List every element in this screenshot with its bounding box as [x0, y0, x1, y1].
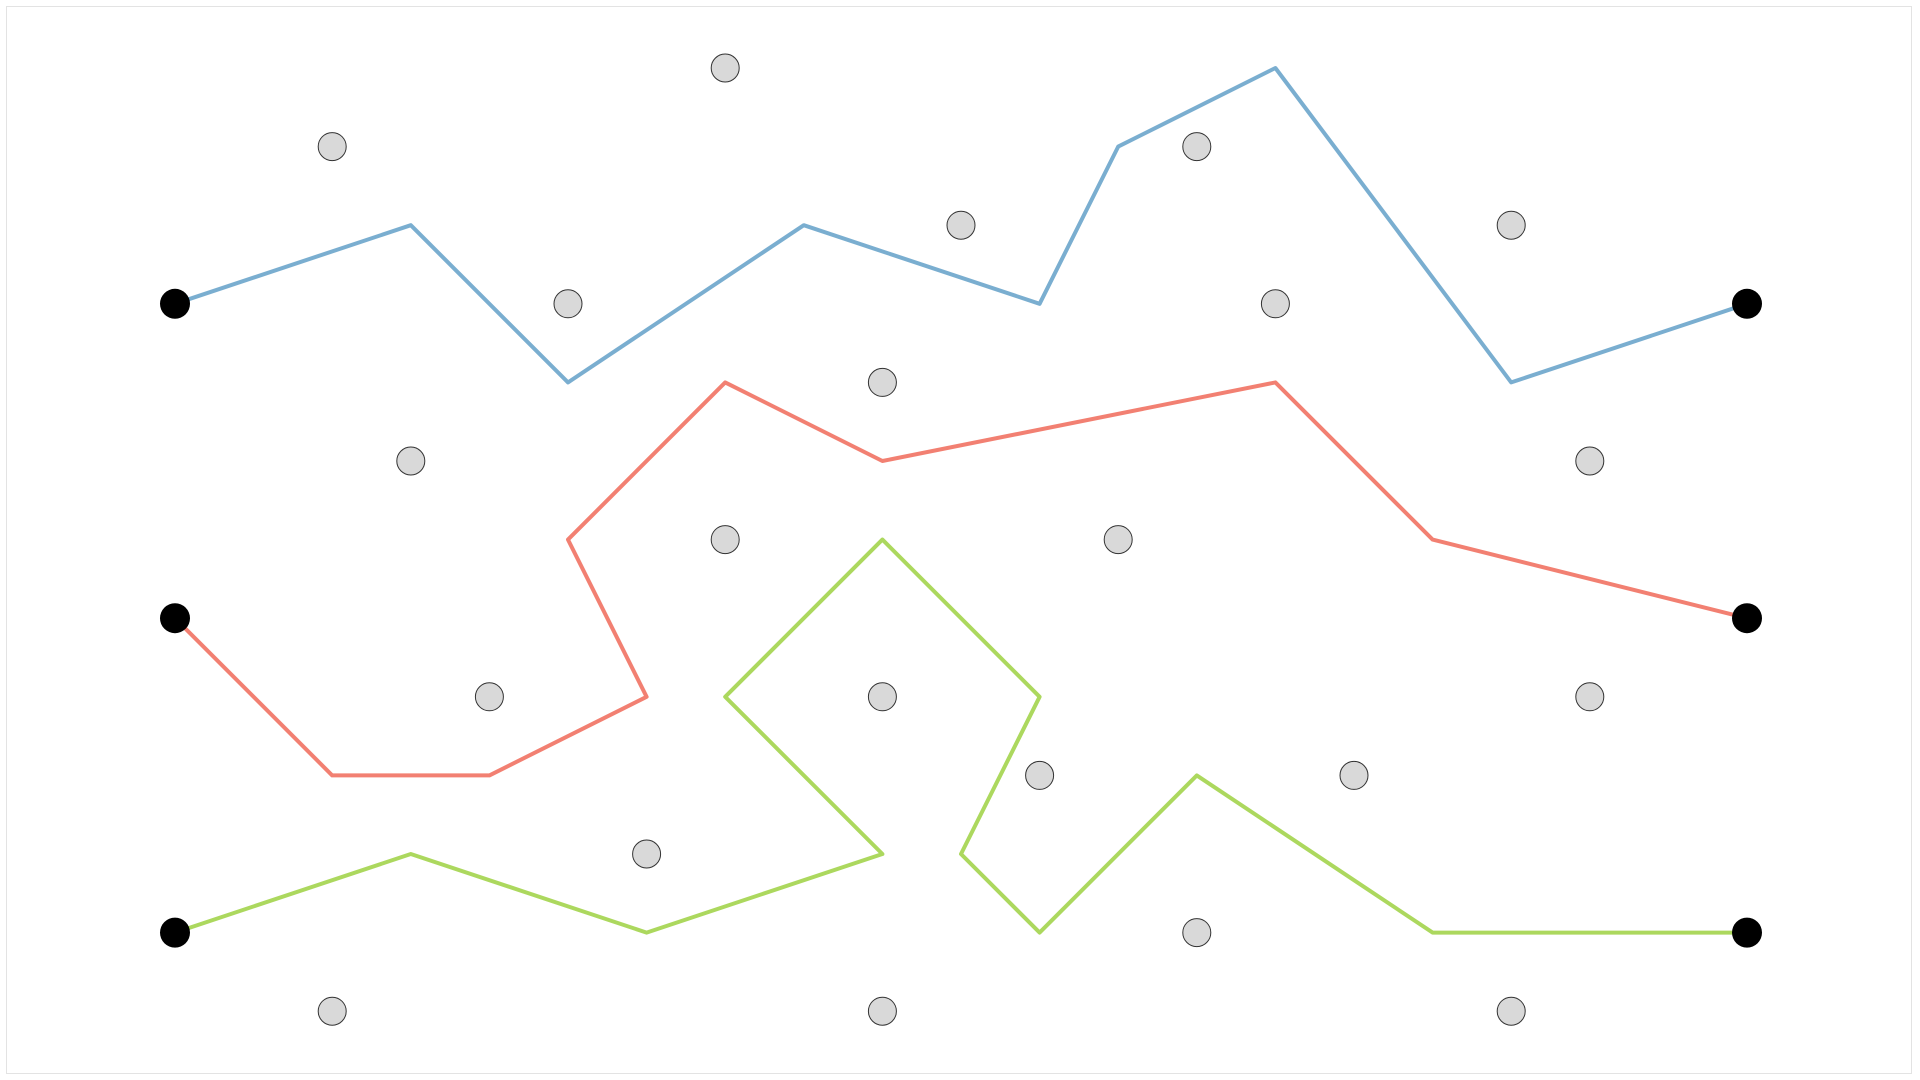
obstacle-node — [396, 446, 426, 476]
endpoint-left-middle — [160, 603, 190, 634]
endpoint-right-top — [1732, 288, 1762, 319]
obstacle-node — [867, 996, 897, 1026]
paths-layer — [173, 66, 1749, 935]
endpoint-right-middle — [1732, 603, 1762, 634]
obstacle-node — [1260, 289, 1290, 319]
obstacle-node — [317, 996, 347, 1026]
obstacle-node — [867, 682, 897, 712]
blue-path — [173, 66, 1749, 385]
obstacle-node — [1496, 210, 1526, 240]
obstacle-node — [946, 210, 976, 240]
obstacle-node — [1103, 525, 1133, 555]
endpoint-left-top — [160, 288, 190, 319]
diagram-frame — [6, 6, 1912, 1074]
red-path — [173, 380, 1749, 778]
obstacle-node — [1025, 760, 1055, 790]
endpoint-left-bottom — [160, 917, 190, 948]
obstacle-node — [1575, 682, 1605, 712]
obstacle-node — [1575, 446, 1605, 476]
obstacle-node — [1496, 996, 1526, 1026]
obstacle-node — [867, 367, 897, 397]
obstacle-node — [317, 132, 347, 162]
obstacle-node — [710, 53, 740, 83]
green-path — [173, 537, 1749, 935]
obstacle-node — [474, 682, 504, 712]
obstacle-node — [710, 525, 740, 555]
obstacles-layer — [317, 53, 1605, 1026]
obstacle-node — [1339, 760, 1369, 790]
obstacle-node — [1182, 918, 1212, 948]
endpoints-layer — [160, 288, 1762, 948]
endpoint-right-bottom — [1732, 917, 1762, 948]
obstacle-node — [632, 839, 662, 869]
obstacle-node — [1182, 132, 1212, 162]
obstacle-node — [553, 289, 583, 319]
